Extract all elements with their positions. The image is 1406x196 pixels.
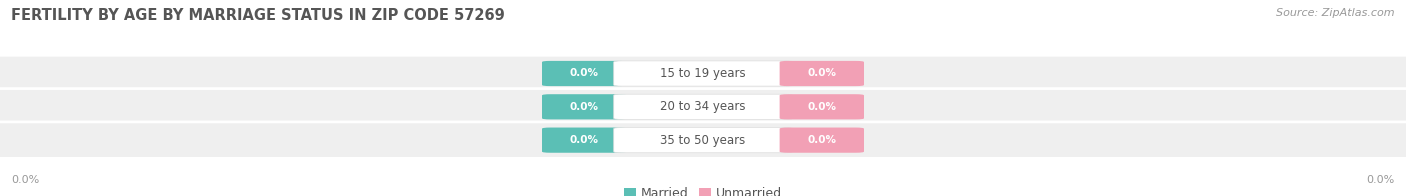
FancyBboxPatch shape <box>543 94 627 119</box>
FancyBboxPatch shape <box>0 55 1406 92</box>
FancyBboxPatch shape <box>614 94 793 119</box>
FancyBboxPatch shape <box>779 61 863 86</box>
Text: 0.0%: 0.0% <box>807 102 837 112</box>
FancyBboxPatch shape <box>779 128 863 153</box>
Text: 0.0%: 0.0% <box>1367 175 1395 185</box>
FancyBboxPatch shape <box>543 61 627 86</box>
Text: 15 to 19 years: 15 to 19 years <box>661 67 745 80</box>
FancyBboxPatch shape <box>0 89 1406 125</box>
Text: 0.0%: 0.0% <box>569 68 599 79</box>
FancyBboxPatch shape <box>614 128 793 153</box>
FancyBboxPatch shape <box>543 128 627 153</box>
Text: 35 to 50 years: 35 to 50 years <box>661 134 745 147</box>
Text: 0.0%: 0.0% <box>569 135 599 145</box>
Text: 20 to 34 years: 20 to 34 years <box>661 100 745 113</box>
Text: Source: ZipAtlas.com: Source: ZipAtlas.com <box>1277 8 1395 18</box>
FancyBboxPatch shape <box>779 94 863 119</box>
Text: 0.0%: 0.0% <box>807 135 837 145</box>
Legend: Married, Unmarried: Married, Unmarried <box>619 182 787 196</box>
Text: FERTILITY BY AGE BY MARRIAGE STATUS IN ZIP CODE 57269: FERTILITY BY AGE BY MARRIAGE STATUS IN Z… <box>11 8 505 23</box>
Text: 0.0%: 0.0% <box>569 102 599 112</box>
FancyBboxPatch shape <box>614 61 793 86</box>
Text: 0.0%: 0.0% <box>807 68 837 79</box>
Text: 0.0%: 0.0% <box>11 175 39 185</box>
FancyBboxPatch shape <box>0 122 1406 158</box>
